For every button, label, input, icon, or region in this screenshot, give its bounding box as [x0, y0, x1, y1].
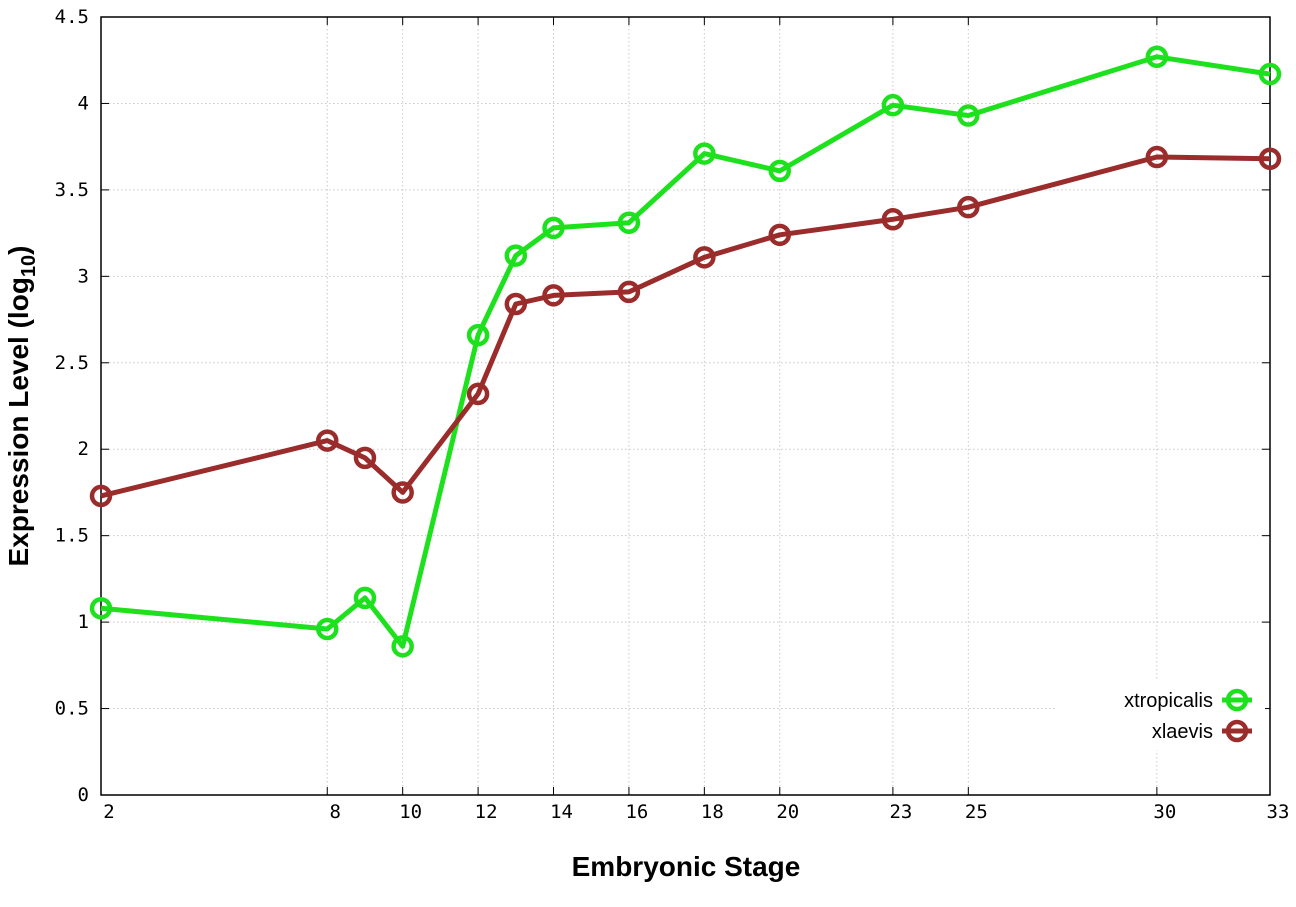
data-point-xtropicalis [957, 104, 980, 127]
x-tick-label: 10 [399, 801, 422, 823]
axis-ticks: 0 0.5 1 1.5 2 2.5 3 3.5 4 4.5 2 8 10 12 14 16 18 20 23 25 30… [55, 6, 1290, 823]
x-tick-label: 33 [1267, 801, 1290, 823]
y-tick-label: 2.5 [55, 352, 89, 374]
x-tick-label: 23 [889, 801, 912, 823]
y-tick-label: 3 [78, 265, 89, 287]
x-tick-label: 14 [550, 801, 573, 823]
y-tick-label: 4 [78, 92, 89, 114]
data-point-xlaevis [1145, 145, 1169, 169]
data-point-xtropicalis [391, 635, 414, 658]
series-xtropicalis [89, 45, 1282, 658]
x-tick-label: 8 [330, 801, 341, 823]
series-line-xlaevis [100, 154, 1271, 499]
y-axis-title-subscript: 10 [18, 255, 40, 277]
legend-swatch-marker-xtropicalis [1225, 688, 1249, 712]
data-point-xlaevis [1258, 147, 1282, 171]
y-axis-title-close: ) [3, 246, 34, 255]
y-tick-label: 4.5 [55, 6, 89, 28]
data-point-xtropicalis [617, 211, 641, 234]
legend: xtropicalis xlaevis [1055, 680, 1265, 750]
data-point-xtropicalis [1145, 45, 1169, 69]
x-tick-label: 30 [1153, 801, 1176, 823]
data-point-xlaevis [316, 429, 339, 452]
series-line-xtropicalis [100, 54, 1271, 649]
data-point-xtropicalis [316, 617, 339, 641]
data-point-xtropicalis [693, 142, 716, 165]
legend-label-xlaevis: xlaevis [1152, 721, 1213, 743]
data-point-xlaevis [768, 223, 792, 247]
data-point-xtropicalis [768, 159, 792, 183]
x-axis-title: Embryonic Stage [572, 851, 801, 882]
data-point-xtropicalis [1258, 62, 1282, 86]
series-xlaevis [89, 145, 1282, 508]
data-point-xlaevis [957, 195, 980, 219]
plot-frame [100, 16, 1271, 796]
data-point-xlaevis [391, 481, 414, 504]
data-point-xlaevis [693, 246, 716, 269]
y-tick-label: 2 [78, 438, 89, 460]
y-tick-label: 0 [78, 784, 89, 806]
legend-label-xtropicalis: xtropicalis [1124, 690, 1213, 712]
y-tick-label: 1.5 [55, 525, 89, 547]
data-point-xlaevis [881, 208, 905, 231]
data-point-xlaevis [617, 280, 641, 304]
data-point-xtropicalis [353, 586, 377, 610]
x-tick-label: 18 [701, 801, 724, 823]
x-tick-label: 12 [475, 801, 498, 823]
data-point-xlaevis [89, 484, 113, 508]
y-tick-label: 1 [78, 611, 89, 633]
x-tick-label: 16 [625, 801, 648, 823]
x-tick-label: 2 [103, 801, 114, 823]
data-point-xlaevis [466, 382, 490, 406]
y-axis-title-main: Expression Level (log [3, 277, 34, 566]
data-point-xtropicalis [466, 323, 490, 347]
data-point-xlaevis [504, 292, 528, 316]
legend-swatch-marker-xlaevis [1225, 719, 1249, 743]
grid-lines [101, 17, 1270, 795]
data-point-xtropicalis [89, 597, 113, 620]
data-point-xlaevis [353, 446, 377, 470]
data-point-xlaevis [542, 284, 565, 307]
y-tick-label: 0.5 [55, 698, 89, 720]
data-point-xtropicalis [881, 93, 905, 117]
y-tick-label: 3.5 [55, 179, 89, 201]
data-point-xtropicalis [542, 216, 565, 240]
data-point-xtropicalis [504, 244, 528, 267]
series-layer [89, 45, 1282, 658]
y-axis-title: Expression Level (log10) [3, 246, 40, 567]
x-tick-label: 20 [776, 801, 799, 823]
x-tick-label: 25 [965, 801, 988, 823]
